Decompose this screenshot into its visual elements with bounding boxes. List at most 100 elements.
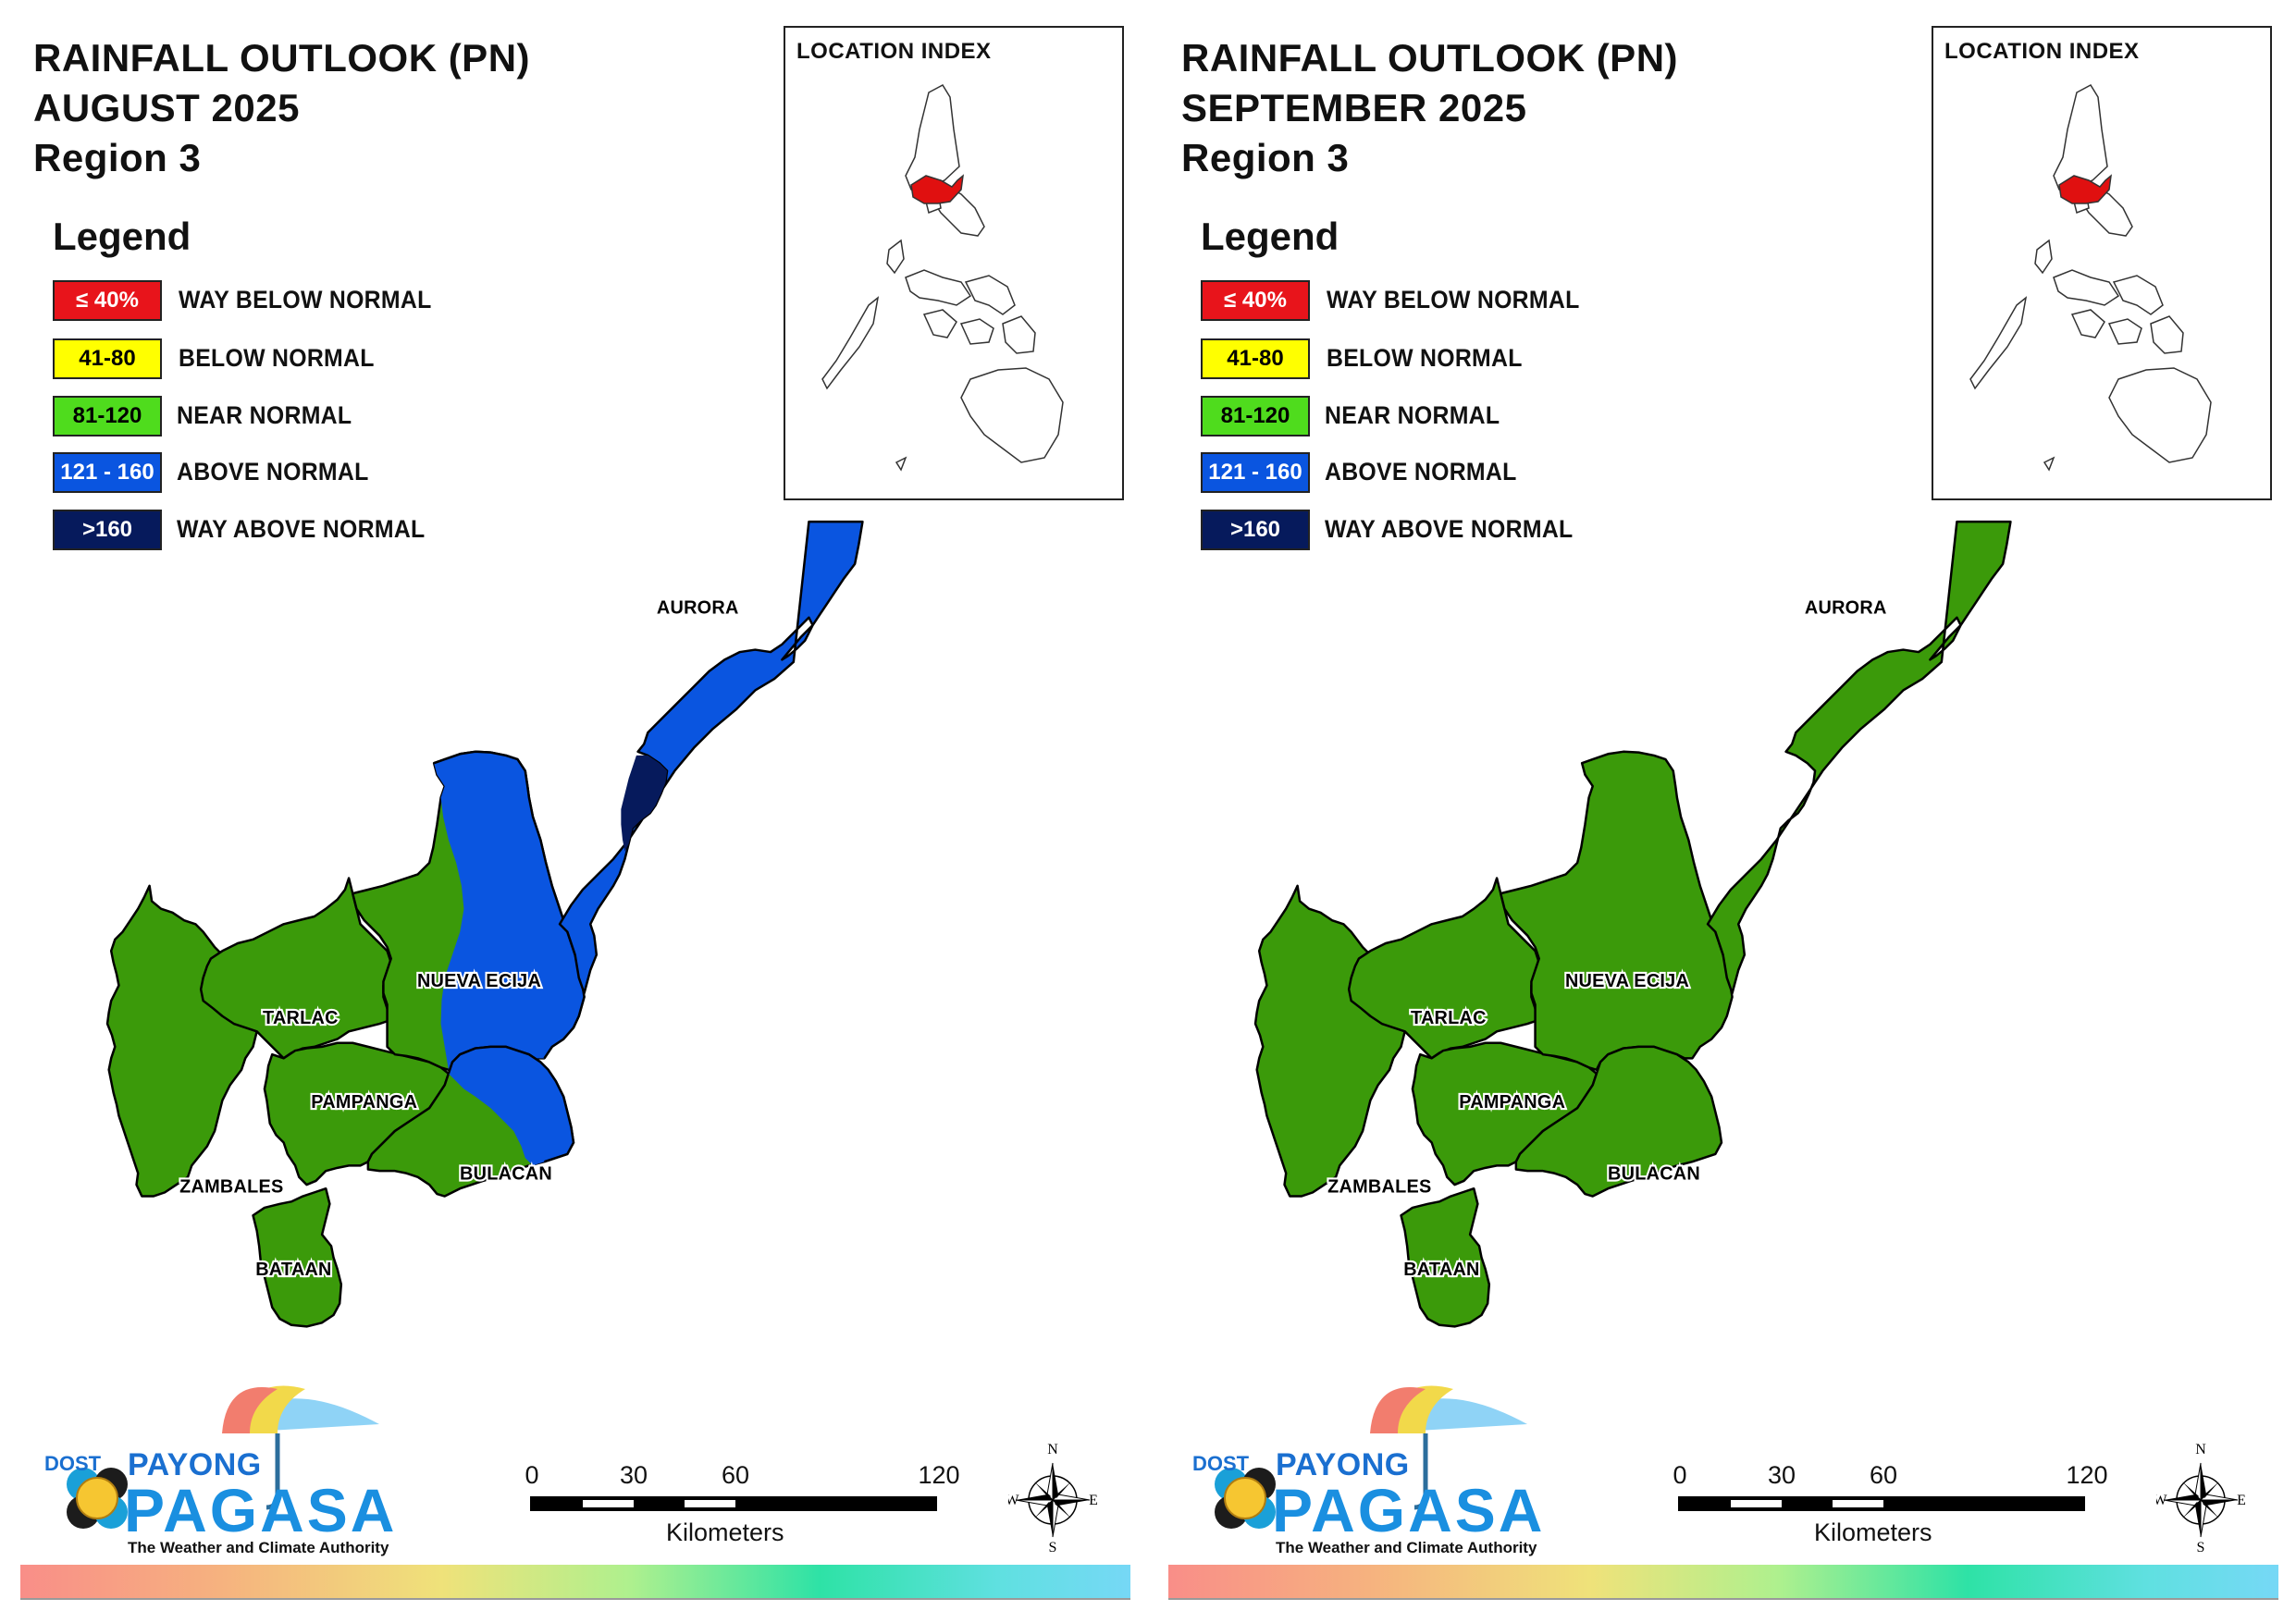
map-title: RAINFALL OUTLOOK (PN) SEPTEMBER 2025 Reg… (1181, 33, 1678, 183)
compass-n: N (1047, 1443, 1058, 1457)
scale-bar: 0 30 60 120 Kilometers (1673, 1461, 2110, 1563)
region-3-highlight (910, 174, 964, 204)
outlook-panel-august: RAINFALL OUTLOOK (PN) AUGUST 2025 Region… (20, 26, 1130, 1600)
footer-line (20, 1598, 1130, 1600)
legend-swatch: ≤ 40% (1201, 280, 1310, 321)
region-3-map: AURORA NUEVA ECIJA TARLAC PAMPANGA BULAC… (1253, 520, 2012, 1328)
title-line-3: Region 3 (33, 136, 202, 179)
tagline: The Weather and Climate Authority (128, 1539, 389, 1556)
province-aurora (1706, 520, 2012, 995)
region-3-highlight (2058, 174, 2112, 204)
title-line-2: AUGUST 2025 (33, 86, 300, 129)
label-bataan: BATAAN (255, 1260, 331, 1280)
province-tarlac (1347, 877, 1540, 1060)
scale-tick: 120 (918, 1461, 960, 1489)
legend-swatch: >160 (1201, 510, 1310, 550)
legend-swatch: 81-120 (53, 396, 162, 436)
title-line-1: RAINFALL OUTLOOK (PN) (33, 36, 531, 80)
payong-pagasa-logo (1215, 1385, 1527, 1529)
scale-unit: Kilometers (666, 1518, 784, 1546)
label-zambales: ZAMBALES (1327, 1176, 1431, 1197)
north-arrow-icon: N S E W (2156, 1443, 2245, 1554)
province-bulacan (1514, 1045, 1723, 1198)
label-nueva-ecija: NUEVA ECIJA (1565, 971, 1689, 991)
province-tarlac (199, 877, 392, 1060)
legend-label: ABOVE NORMAL (1325, 458, 1517, 486)
scale-tick: 0 (525, 1461, 539, 1489)
inset-title: LOCATION INDEX (1944, 39, 2140, 64)
title-line-3: Region 3 (1181, 136, 1350, 179)
legend-label: BELOW NORMAL (179, 344, 375, 372)
scale-segment (1731, 1500, 1782, 1507)
label-tarlac: TARLAC (263, 1008, 339, 1028)
province-nueva-ecija-above (434, 751, 585, 1070)
label-bulacan: BULACAN (1608, 1163, 1700, 1184)
dost-text: DOST (1192, 1452, 1250, 1475)
legend-swatch: 121 - 160 (1201, 452, 1310, 493)
province-aurora (558, 520, 864, 995)
label-nueva-ecija: NUEVA ECIJA (417, 971, 541, 991)
compass-w: W (2156, 1493, 2167, 1508)
compass-s: S (1049, 1540, 1057, 1554)
legend-swatch: 41-80 (53, 338, 162, 379)
province-zambales (105, 884, 271, 1198)
legend-label: ABOVE NORMAL (177, 458, 369, 486)
tagline: The Weather and Climate Authority (1276, 1539, 1537, 1556)
scale-bar-graphic (530, 1496, 937, 1511)
compass-e: E (1089, 1493, 1097, 1508)
legend-label: WAY BELOW NORMAL (179, 286, 432, 314)
philippines-inset-map (1969, 84, 2212, 472)
philippines-inset-map (821, 84, 1064, 472)
scale-tick: 60 (1869, 1461, 1898, 1489)
scale-bar-graphic (1678, 1496, 2085, 1511)
province-nueva-ecija (1500, 750, 1734, 1071)
title-line-2: SEPTEMBER 2025 (1181, 86, 1527, 129)
legend-swatch: 121 - 160 (53, 452, 162, 493)
pagasa-text: PAGASA (124, 1476, 398, 1544)
legend-label: WAY ABOVE NORMAL (1325, 515, 1574, 543)
scale-segment (1833, 1500, 1883, 1507)
compass-s: S (2197, 1540, 2205, 1554)
label-bataan: BATAAN (1403, 1260, 1479, 1280)
region-3-map: AURORA NUEVA ECIJA TARLAC PAMPANGA BULAC… (105, 520, 864, 1328)
scale-tick: 60 (721, 1461, 750, 1489)
label-tarlac: TARLAC (1411, 1008, 1487, 1028)
legend-swatch: 81-120 (1201, 396, 1310, 436)
outlook-panel-september: RAINFALL OUTLOOK (PN) SEPTEMBER 2025 Reg… (1148, 0, 2296, 1623)
scale-unit: Kilometers (1814, 1518, 1932, 1546)
map-title: RAINFALL OUTLOOK (PN) AUGUST 2025 Region… (33, 33, 530, 183)
label-aurora: AURORA (657, 598, 739, 619)
title-line-1: RAINFALL OUTLOOK (PN) (1181, 36, 1679, 80)
label-zambales: ZAMBALES (179, 1176, 283, 1197)
scale-tick: 120 (2066, 1461, 2108, 1489)
legend-label: WAY ABOVE NORMAL (177, 515, 426, 543)
pagasa-text: PAGASA (1272, 1476, 1546, 1544)
compass-n: N (2195, 1443, 2206, 1457)
province-zambales (1253, 884, 1419, 1198)
north-arrow-icon: N S E W (1008, 1443, 1097, 1554)
dost-text: DOST (44, 1452, 102, 1475)
legend-swatch: ≤ 40% (53, 280, 162, 321)
location-index-inset: LOCATION INDEX (784, 26, 1124, 500)
scale-segment (685, 1500, 735, 1507)
legend-heading: Legend (53, 215, 191, 258)
legend-label: BELOW NORMAL (1327, 344, 1523, 372)
label-pampanga: PAMPANGA (311, 1092, 417, 1113)
province-bataan (252, 1187, 343, 1328)
legend-label: NEAR NORMAL (1325, 401, 1500, 429)
label-pampanga: PAMPANGA (1459, 1092, 1565, 1113)
legend-label: WAY BELOW NORMAL (1327, 286, 1580, 314)
location-index-inset: LOCATION INDEX (1932, 26, 2272, 500)
scale-segment (583, 1500, 634, 1507)
province-bataan (1400, 1187, 1491, 1328)
province-bulacan-above (448, 1046, 574, 1166)
footer-gradient-bar (1168, 1565, 2278, 1598)
label-aurora: AURORA (1805, 598, 1887, 619)
legend-swatch: >160 (53, 510, 162, 550)
legend-label: NEAR NORMAL (177, 401, 352, 429)
label-bulacan: BULACAN (460, 1163, 552, 1184)
compass-e: E (2237, 1493, 2245, 1508)
inset-title: LOCATION INDEX (796, 39, 992, 64)
province-aurora-way-above (621, 755, 668, 852)
payong-text: PAYONG (128, 1447, 262, 1482)
